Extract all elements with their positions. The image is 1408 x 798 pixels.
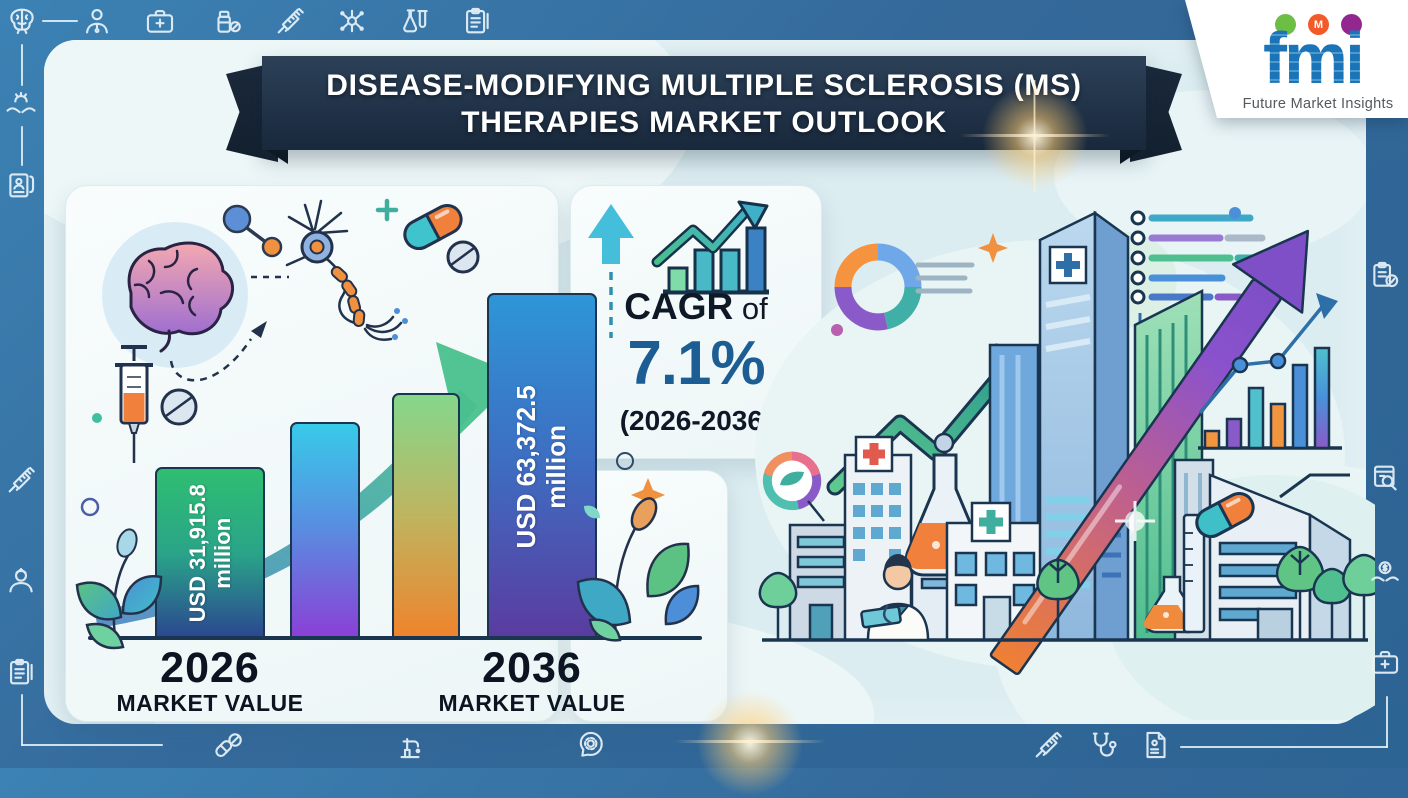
capsule-icon <box>1195 491 1255 539</box>
up-arrow-icon <box>588 204 634 338</box>
frame-connector <box>1180 746 1388 748</box>
frame-connector <box>42 20 78 22</box>
logo-dots: M <box>1275 14 1362 35</box>
year-2036: 2036 <box>482 644 582 692</box>
trees <box>758 545 1375 640</box>
logo-panel-bg <box>1185 0 1408 118</box>
hands-care-icon <box>4 88 38 122</box>
flask-icon <box>396 4 430 38</box>
frame-connector <box>21 694 23 746</box>
lens-flare-ray <box>675 740 825 743</box>
doctor-figure <box>860 554 930 642</box>
dot-decor <box>1229 207 1241 219</box>
line-chart-icon <box>1198 293 1338 415</box>
eco-badge-icon <box>762 451 825 522</box>
clipboard-icon <box>460 4 494 38</box>
year-2026: 2026 <box>160 644 260 692</box>
text-lines-decor <box>915 262 975 294</box>
glow-sparkle <box>1115 501 1155 541</box>
head-gear-icon <box>573 728 607 762</box>
sparkle-icon <box>978 233 1008 263</box>
city-growth-illustration <box>755 207 1375 720</box>
mini-bar-chart <box>1198 346 1342 450</box>
medkit-icon <box>143 4 177 38</box>
fmi-logo-panel: M fmi Future Market Insights <box>1173 0 1408 122</box>
clipboard-icon <box>4 655 38 689</box>
frame-connector <box>21 744 163 746</box>
chart-baseline <box>88 636 702 640</box>
title-line-2: THERAPIES MARKET OUTLOOK <box>461 106 947 139</box>
dot-decor <box>831 324 843 336</box>
growth-chart-icon <box>651 200 769 295</box>
year-label-2026: 2026 MARKET VALUE <box>105 646 315 716</box>
title-line-1: DISEASE-MODIFYING MULTIPLE SCLEROSIS (MS… <box>326 69 1082 102</box>
frame-connector <box>1386 696 1388 748</box>
dot-decor <box>616 452 634 470</box>
growth-arrow <box>94 342 520 628</box>
frame-connector <box>21 126 23 166</box>
donut-chart-icon <box>834 243 922 331</box>
caption-2036: MARKET VALUE <box>438 690 626 716</box>
cagr-label: CAGR of <box>624 286 768 327</box>
caption-2026: MARKET VALUE <box>116 690 304 716</box>
report-icon <box>1139 728 1173 762</box>
year-label-2036: 2036 MARKET VALUE <box>427 646 637 716</box>
syringe-icon <box>1031 728 1065 762</box>
flask-dot-icon <box>1341 14 1362 35</box>
m-dot-icon: M <box>1308 14 1329 35</box>
doctor-icon <box>80 4 114 38</box>
stethoscope-icon <box>1086 728 1120 762</box>
neuron-icon <box>335 4 369 38</box>
syringe-icon <box>273 4 307 38</box>
id-badge-icon <box>4 168 38 202</box>
syringe-icon <box>4 463 38 497</box>
logo-wordmark: fmi <box>1263 19 1365 99</box>
leaf-dot-icon <box>1275 14 1296 35</box>
frame-connector <box>21 44 23 86</box>
cagr-period: (2026-2036) <box>619 405 773 436</box>
brain-icon <box>5 4 39 38</box>
logo-tagline: Future Market Insights <box>1242 96 1394 112</box>
clinic-building <box>945 501 1043 642</box>
cagr-value: 7.1% <box>627 329 765 398</box>
title-banner: DISEASE-MODIFYING MULTIPLE SCLEROSIS (MS… <box>262 56 1146 150</box>
cylinder-icon <box>1182 513 1206 634</box>
nurse-icon <box>4 563 38 597</box>
pill-bottle-icon <box>210 4 244 38</box>
pills-icon <box>211 728 245 762</box>
faucet-icon <box>393 728 427 762</box>
